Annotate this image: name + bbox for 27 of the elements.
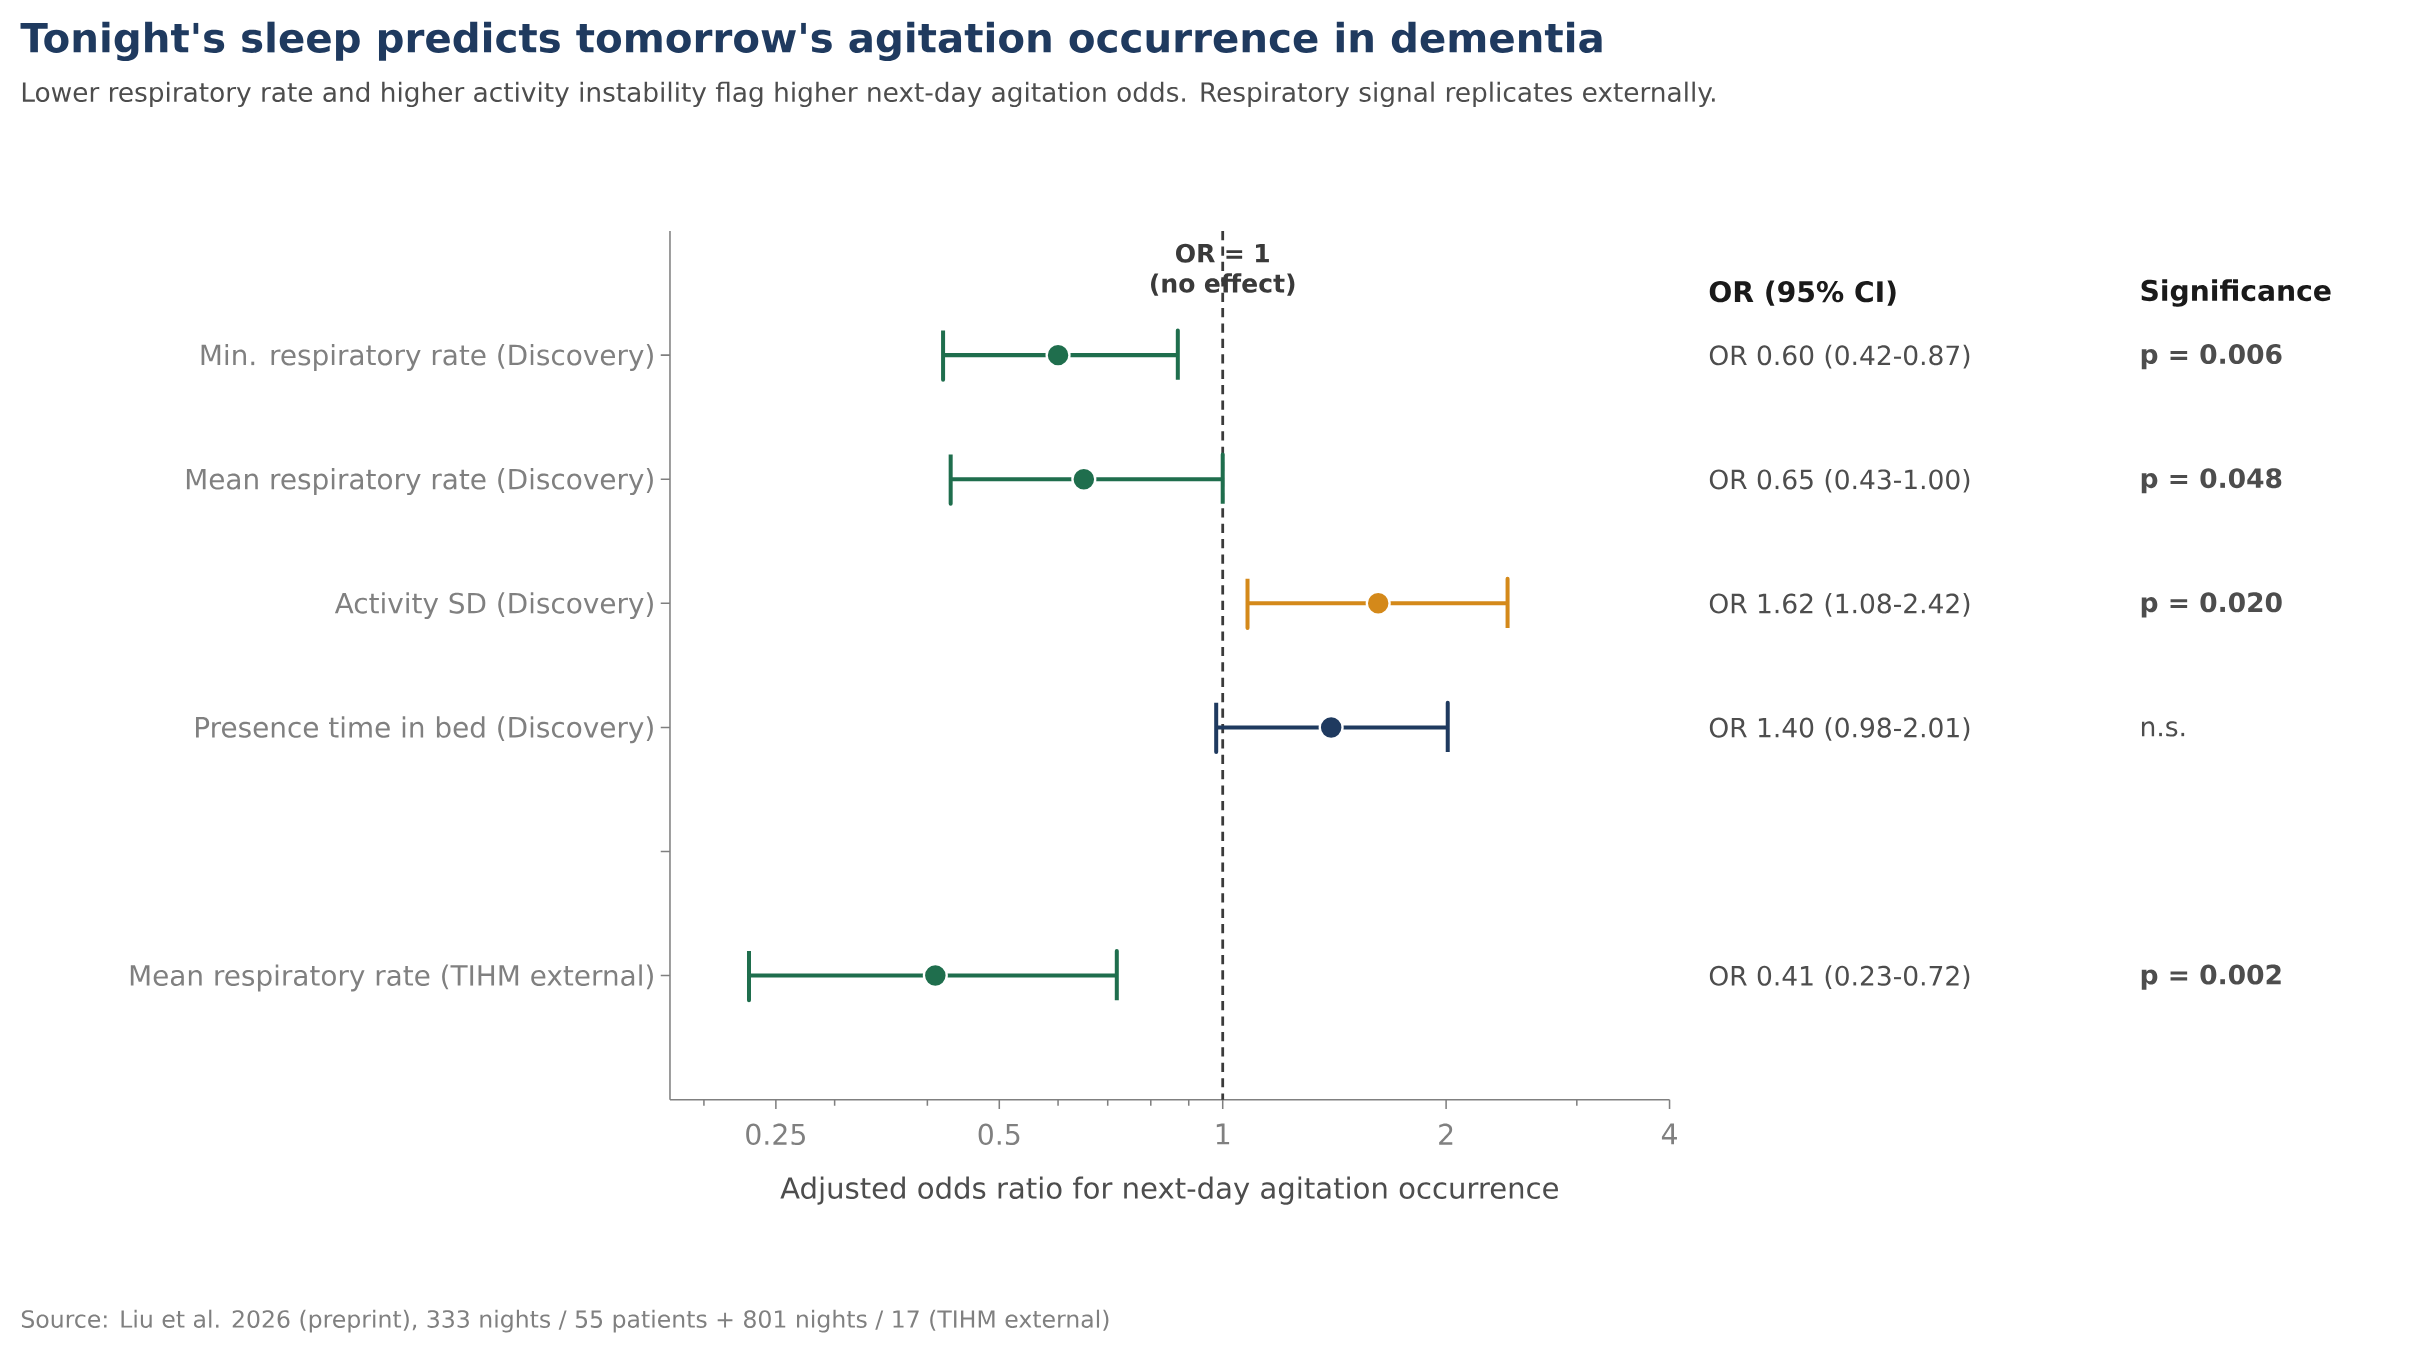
text: OR (95% CI) bbox=[1709, 280, 1896, 306]
text: p = 0.006 bbox=[2141, 343, 2282, 370]
text: p = 0.020 bbox=[2141, 592, 2282, 618]
chart-title: Tonight's sleep predicts tomorrow's agitation occurrence in dementia bbox=[20, 21, 1602, 61]
x-axis-title: Adjusted odds ratio for next-day agitation occurrence bbox=[780, 1176, 1558, 1205]
data-label: OR 0.60 (0.42-0.87) bbox=[1709, 344, 1970, 369]
data-label: OR 1.40 (0.98-2.01) bbox=[1709, 717, 1970, 741]
x-tick-label: 0.5 bbox=[978, 1123, 1020, 1145]
text: Significance bbox=[2141, 279, 2331, 307]
data-label: OR 1.62 (1.08-2.42) bbox=[1709, 592, 1970, 617]
x-tick-label: 1 bbox=[1216, 1123, 1230, 1145]
ref-line-label: OR = 1 (no effect) bbox=[1151, 243, 1295, 296]
x-tick-label: 0.25 bbox=[746, 1123, 805, 1145]
y-tick-label: Presence time in bed (Discovery) bbox=[196, 716, 653, 744]
text: n.s. bbox=[2141, 721, 2185, 737]
x-tick-label: 4 bbox=[1661, 1123, 1677, 1145]
x-tick-label: 2 bbox=[1439, 1123, 1453, 1145]
source-note: Source: Liu et al. 2026 (preprint), 333 nights / 55 patients + 801 nights / 17 (TIHM external) bbox=[21, 1309, 1109, 1333]
y-tick-label: Mean respiratory rate (Discovery) bbox=[186, 467, 653, 495]
y-tick-label: Mean respiratory rate (TIHM external) bbox=[130, 964, 653, 992]
text: p = 0.002 bbox=[2141, 964, 2281, 990]
text: p = 0.048 bbox=[2141, 468, 2282, 494]
y-tick-label: Min. respiratory rate (Discovery) bbox=[201, 343, 653, 371]
data-label: OR 0.65 (0.43-1.00) bbox=[1709, 468, 1970, 493]
data-label: OR 0.41 (0.23-0.72) bbox=[1709, 965, 1970, 989]
chart-subtitle: Lower respiratory rate and higher activity instability flag higher next-day agitation odds. Respiratory signal replicates externally. bbox=[22, 81, 1715, 107]
y-tick-label: Activity SD (Discovery) bbox=[334, 592, 653, 619]
